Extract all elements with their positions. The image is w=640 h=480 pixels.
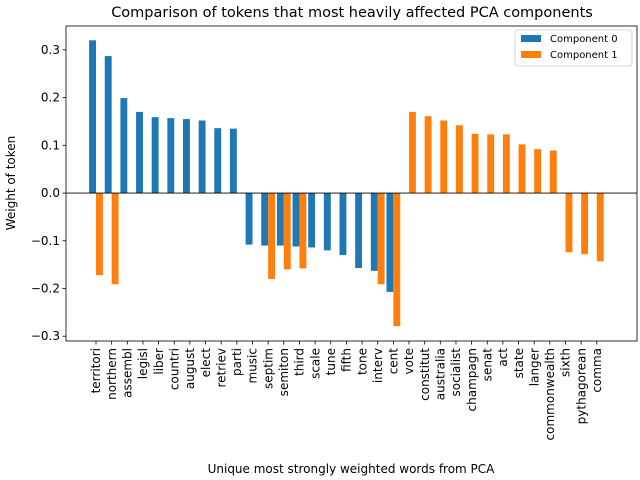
y-tick-label: 0.2 [41, 91, 60, 105]
bar-component1-state [518, 144, 526, 194]
x-tick-label: interv [371, 348, 385, 383]
x-tick-label: senat [480, 348, 494, 382]
x-tick-label: retriev [214, 348, 228, 388]
bar-component1-senat [487, 134, 495, 194]
x-tick-label: semiton [277, 348, 291, 396]
bar-component0-tone [355, 193, 363, 268]
x-tick-label: northern [105, 348, 119, 400]
bar-component1-cent [393, 193, 401, 327]
x-tick-label: elect [199, 348, 213, 378]
legend-label: Component 1 [550, 50, 618, 61]
bar-component0-scale [308, 193, 316, 248]
bar-component0-elect [198, 120, 206, 194]
legend-swatch [521, 35, 541, 42]
x-tick-label: state [512, 348, 526, 378]
y-axis-label: Weight of token [4, 136, 18, 231]
legend-swatch [521, 51, 541, 58]
bar-component0-august [183, 119, 190, 194]
x-tick-label: champagn [465, 348, 479, 411]
x-tick-label: commonwealth [543, 348, 557, 440]
bar-component0-cent [386, 193, 394, 292]
bar-component1-langer [534, 149, 542, 194]
x-tick-label: scale [308, 348, 322, 379]
bar-component0-music [245, 193, 253, 245]
y-tick-label: −0.2 [31, 282, 60, 296]
legend-label: Component 0 [550, 34, 618, 45]
x-tick-label: sixth [559, 348, 573, 377]
legend-box [514, 29, 633, 67]
x-tick-label: tone [355, 348, 369, 375]
y-tick-label: −0.3 [31, 329, 60, 343]
x-tick-label: act [496, 348, 510, 367]
bar-component0-legisl [136, 111, 143, 194]
bar-component0-septim [261, 193, 269, 246]
bar-component1-vote [409, 111, 416, 194]
x-tick-label: cent [387, 348, 401, 375]
bar-component0-territori [89, 40, 96, 194]
bar-component0-semiton [276, 193, 284, 246]
x-tick-label: legisl [136, 348, 150, 379]
x-tick-label: territori [89, 348, 103, 393]
x-tick-label: vote [402, 348, 416, 375]
legend: Component 0 Component 1 [514, 29, 633, 67]
x-tick-label: august [183, 348, 197, 389]
y-tick-label: 0.1 [41, 138, 60, 152]
x-tick-label: pythagorean [574, 348, 588, 424]
bar-component1-champagn [471, 133, 479, 194]
x-tick-label: third [293, 348, 307, 376]
x-axis-label: Unique most strongly weighted words from… [208, 462, 496, 476]
bar-component1-constitut [424, 116, 432, 194]
x-tick-label: fifth [340, 348, 354, 372]
bar-component1-commonwealth [549, 150, 557, 194]
bar-component0-tune [323, 193, 331, 251]
bar-component0-retriev [214, 128, 222, 194]
bar-component0-third [292, 193, 300, 247]
x-tick-label: australia [434, 348, 448, 400]
bar-component1-septim [268, 193, 276, 279]
bar-component0-fifth [339, 193, 347, 256]
bar-component1-act [502, 134, 510, 194]
plot-area: −0.3 −0.2 −0.1 0.0 0.1 0.2 0.3 territori norther… [31, 25, 638, 440]
x-tick-label: parti [230, 348, 244, 376]
x-tick-label: liber [152, 348, 166, 375]
plot-frame [65, 25, 638, 342]
bar-component0-parti [229, 128, 237, 194]
bar-component1-pythagorean [581, 193, 589, 255]
chart-title: Comparison of tokens that most heavily a… [111, 5, 593, 21]
bar-component0-countri [167, 118, 175, 194]
x-tick-label: tune [324, 348, 338, 375]
x-tick-label: countri [167, 348, 181, 390]
y-tick-label: 0.0 [41, 186, 60, 200]
x-tick-label: music [246, 348, 260, 383]
bar-component0-northern [104, 56, 112, 194]
bar-component1-australia [440, 120, 448, 194]
x-tick-label: septim [261, 348, 275, 389]
x-tick-label: constitut [418, 348, 432, 401]
bar-component1-interv [377, 193, 385, 285]
x-tick-label: comma [590, 348, 604, 393]
bar-component1-sixth [565, 193, 573, 253]
bar-component0-interv [370, 193, 378, 271]
bar-component1-socialist [455, 125, 463, 194]
bar-component1-territori [96, 193, 103, 276]
y-tick-label: 0.3 [41, 43, 60, 57]
bar-component1-third [299, 193, 307, 269]
x-tick-label: assembl [121, 348, 135, 398]
bar-component1-northern [111, 193, 119, 285]
x-tick-label: langer [527, 348, 541, 386]
bar-component0-assembl [120, 98, 128, 194]
y-tick-label: −0.1 [31, 234, 60, 248]
x-tick-label: socialist [449, 348, 463, 397]
bar-component0-liber [151, 117, 159, 194]
bar-component1-semiton [283, 193, 291, 270]
bar-component1-comma [596, 193, 604, 262]
